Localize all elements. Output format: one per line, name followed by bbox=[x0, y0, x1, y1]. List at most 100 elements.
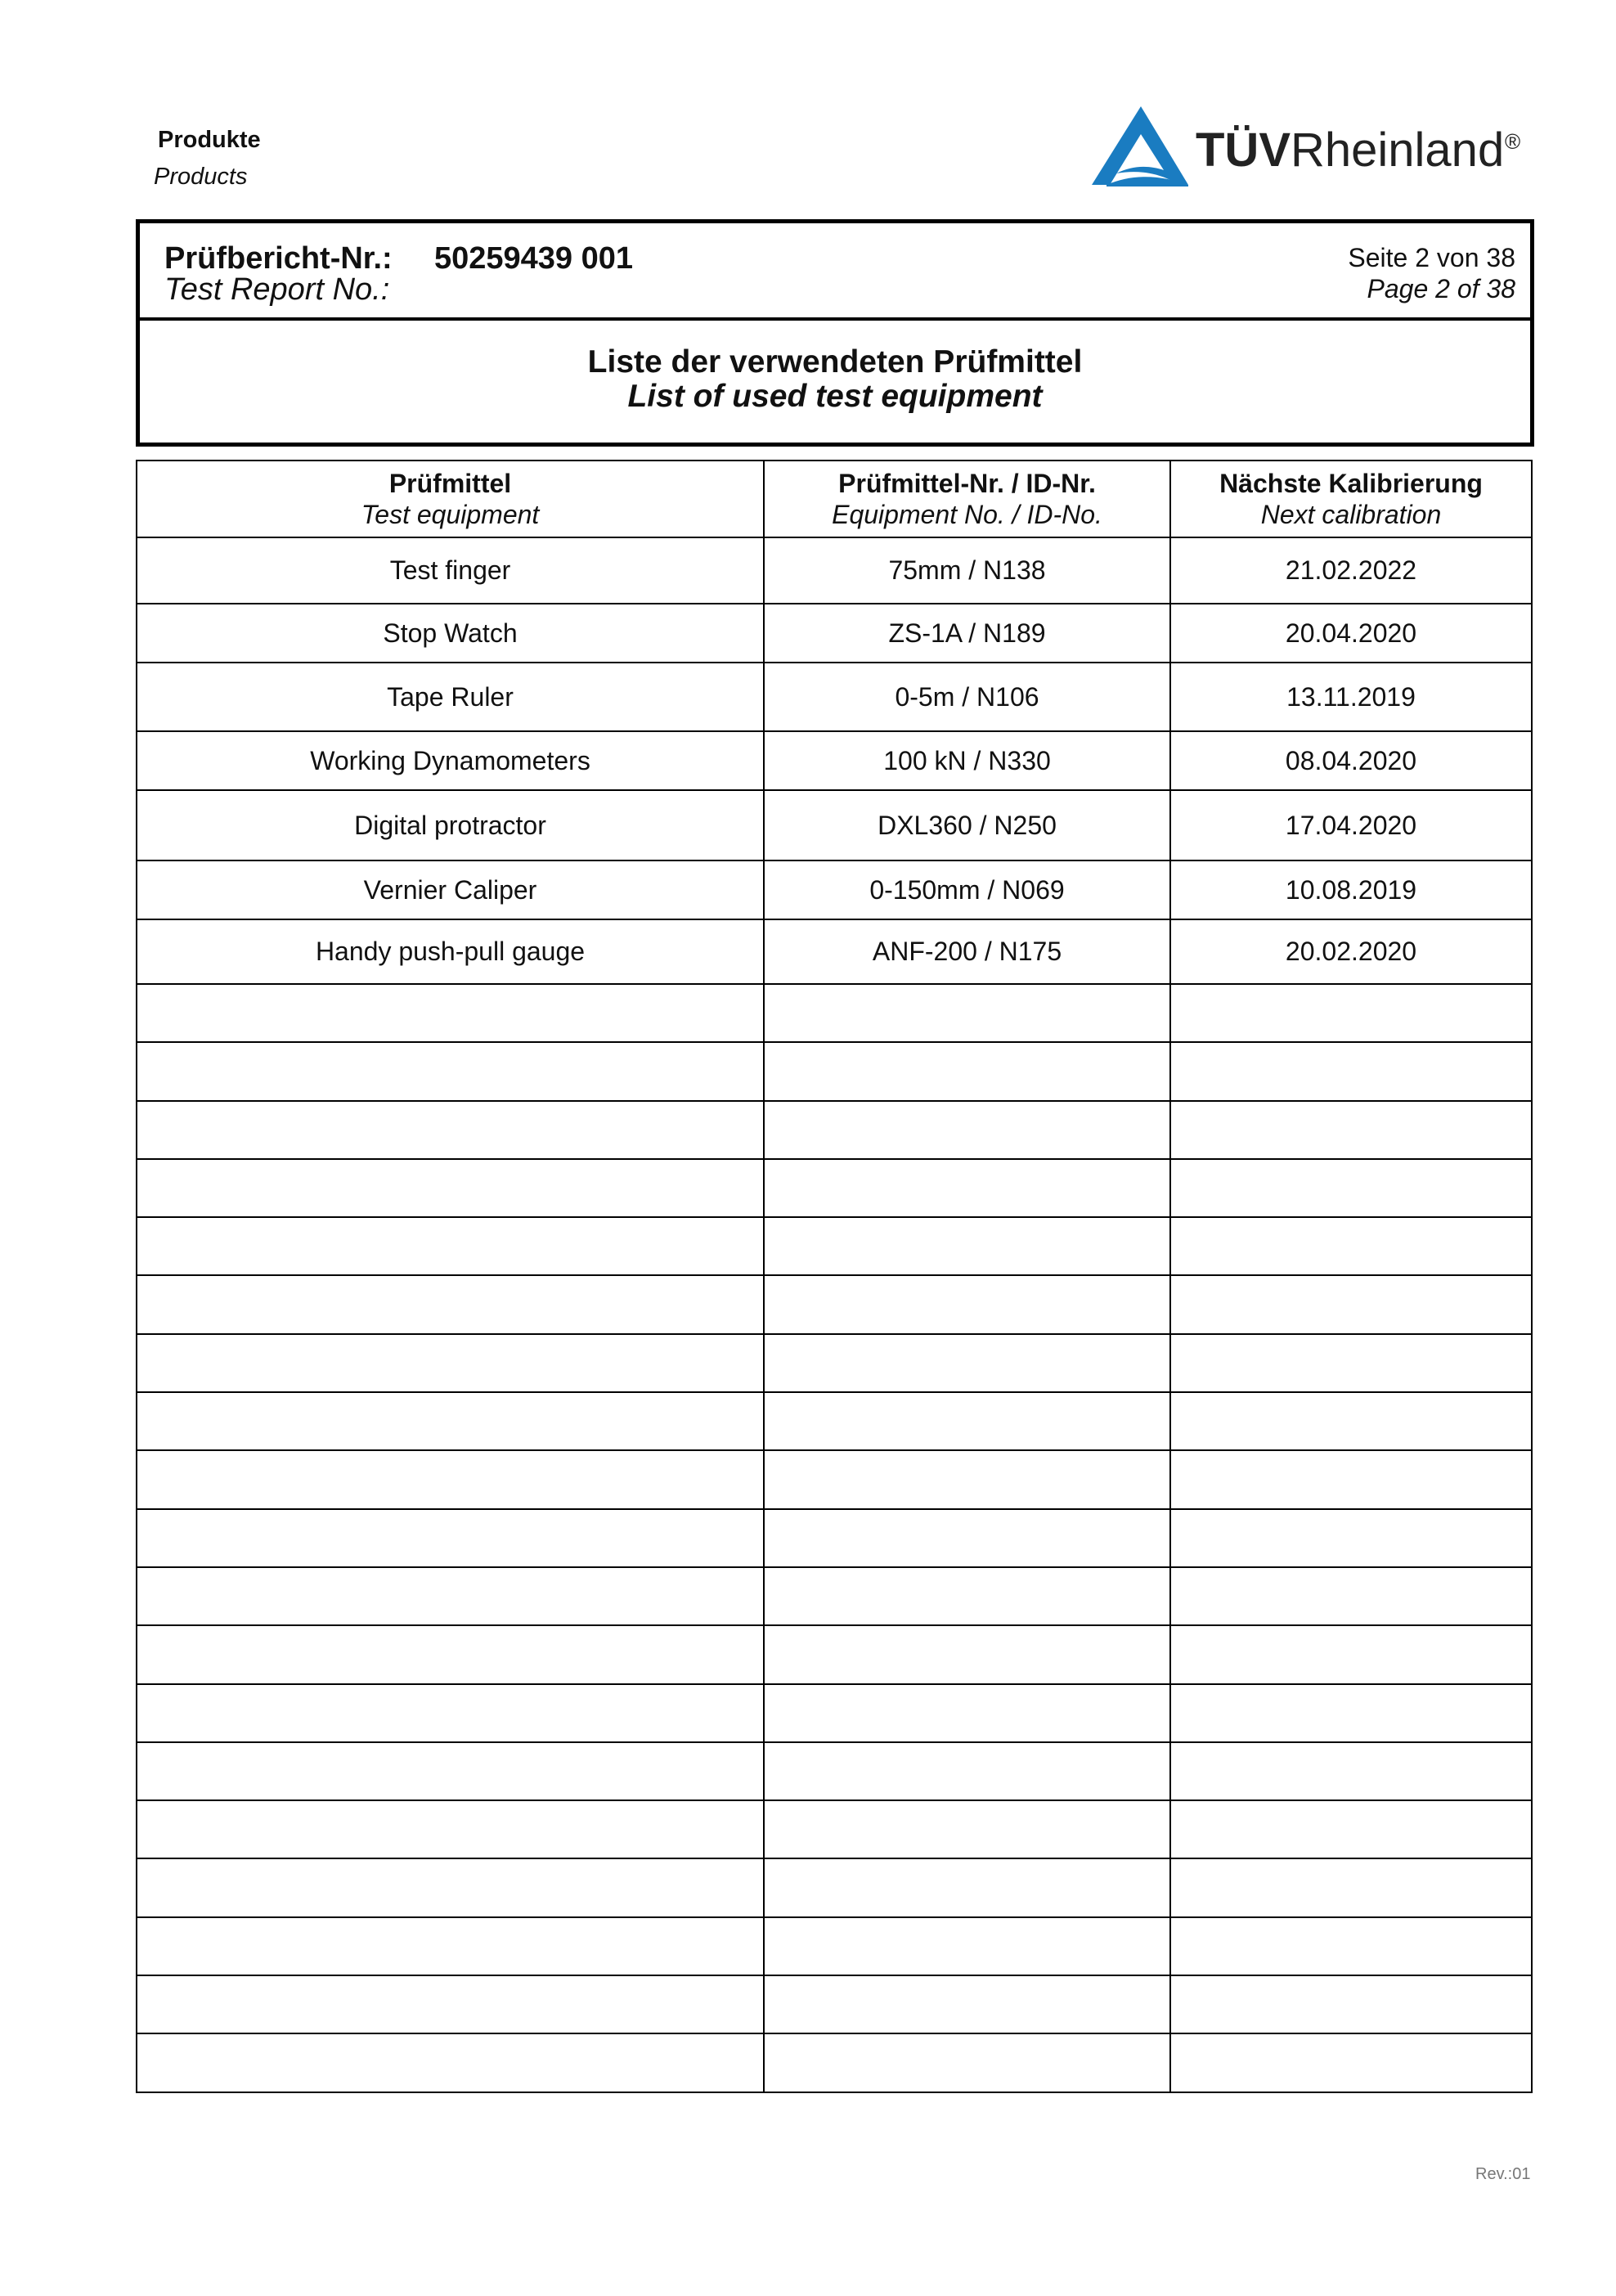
table-cell bbox=[763, 1332, 1171, 1394]
report-label-en: Test Report No.: bbox=[164, 272, 390, 307]
table-cell bbox=[136, 1741, 765, 1802]
empty-table-row bbox=[136, 1274, 1533, 1335]
table-cell: Digital protractor bbox=[136, 789, 765, 861]
table-cell: Working Dynamometers bbox=[136, 730, 765, 791]
revision-label: Rev.:01 bbox=[1475, 2165, 1531, 2183]
empty-table-row bbox=[136, 1391, 1533, 1452]
table-cell bbox=[763, 1975, 1171, 2035]
table-cell bbox=[1169, 1624, 1533, 1685]
table-cell bbox=[1169, 1041, 1533, 1102]
table-cell bbox=[763, 1041, 1171, 1102]
table-cell bbox=[763, 1099, 1171, 1160]
table-cell bbox=[136, 1216, 765, 1277]
table-cell bbox=[1169, 1216, 1533, 1277]
table-cell bbox=[1169, 1449, 1533, 1510]
table-cell bbox=[1169, 1391, 1533, 1452]
divider bbox=[140, 317, 1530, 321]
table-cell bbox=[763, 1449, 1171, 1510]
table-cell bbox=[763, 1274, 1171, 1335]
table-row: Digital protractor DXL360 / N250 17.04.202… bbox=[136, 789, 1533, 861]
table-row: Stop Watch ZS-1A / N189 20.04.2020 bbox=[136, 603, 1533, 663]
table-cell: 20.04.2020 bbox=[1169, 603, 1533, 663]
empty-table-row bbox=[136, 1041, 1533, 1102]
table-cell bbox=[763, 982, 1171, 1044]
empty-table-row bbox=[136, 1216, 1533, 1277]
table-cell bbox=[136, 1800, 765, 1860]
table-cell bbox=[763, 1916, 1171, 1977]
table-row: Test finger 75mm / N138 21.02.2022 bbox=[136, 537, 1533, 604]
empty-table-row bbox=[136, 1916, 1533, 1977]
empty-table-row bbox=[136, 1099, 1533, 1160]
table-cell bbox=[763, 1624, 1171, 1685]
empty-table-row bbox=[136, 1507, 1533, 1568]
table-cell: 0-5m / N106 bbox=[763, 662, 1171, 732]
column-header: Prüfmittel Test equipment bbox=[136, 460, 765, 538]
table-cell bbox=[136, 1157, 765, 1219]
table-cell bbox=[136, 1916, 765, 1977]
empty-table-row bbox=[136, 1858, 1533, 1918]
table-row: Vernier Caliper 0-150mm / N069 10.08.2019 bbox=[136, 860, 1533, 920]
report-header-box: Prüfbericht-Nr.: 50259439 001 Test Repor… bbox=[136, 219, 1534, 447]
equipment-table: Prüfmittel Test equipment Prüfmittel-Nr. … bbox=[136, 460, 1533, 2093]
table-cell bbox=[136, 1566, 765, 1627]
table-cell bbox=[136, 1391, 765, 1452]
table-cell bbox=[1169, 1800, 1533, 1860]
table-cell bbox=[763, 1216, 1171, 1277]
table-cell bbox=[136, 1624, 765, 1685]
column-header: Nächste Kalibrierung Next calibration bbox=[1169, 460, 1533, 538]
logo-wordmark: TÜVRheinland bbox=[1196, 124, 1505, 177]
table-cell bbox=[136, 2033, 765, 2093]
department-de: Produkte bbox=[158, 127, 261, 153]
empty-table-row bbox=[136, 1157, 1533, 1219]
table-cell bbox=[136, 1683, 765, 1743]
table-row: Tape Ruler 0-5m / N106 13.11.2019 bbox=[136, 662, 1533, 732]
table-cell bbox=[1169, 1683, 1533, 1743]
table-cell bbox=[763, 1800, 1171, 1860]
table-cell: 75mm / N138 bbox=[763, 537, 1171, 604]
page-indicator-de: Seite 2 von 38 bbox=[1348, 243, 1515, 272]
empty-table-row bbox=[136, 2033, 1533, 2093]
table-cell: Tape Ruler bbox=[136, 662, 765, 732]
empty-table-row bbox=[136, 1624, 1533, 1685]
table-cell bbox=[1169, 1566, 1533, 1627]
table-cell bbox=[763, 1858, 1171, 1918]
table-cell: 10.08.2019 bbox=[1169, 860, 1533, 920]
table-cell bbox=[763, 1741, 1171, 1802]
table-cell bbox=[763, 1157, 1171, 1219]
tuv-logo-icon bbox=[1092, 106, 1188, 186]
table-cell: Vernier Caliper bbox=[136, 860, 765, 920]
report-number: 50259439 001 bbox=[434, 241, 634, 276]
empty-table-row bbox=[136, 1800, 1533, 1860]
table-cell bbox=[136, 1507, 765, 1568]
table-cell: 0-150mm / N069 bbox=[763, 860, 1171, 920]
table-cell bbox=[1169, 1099, 1533, 1160]
registered-mark: ® bbox=[1505, 129, 1521, 154]
table-cell: 20.02.2020 bbox=[1169, 919, 1533, 985]
empty-table-row bbox=[136, 1975, 1533, 2035]
empty-table-row bbox=[136, 982, 1533, 1044]
table-cell bbox=[1169, 2033, 1533, 2093]
table-cell: 17.04.2020 bbox=[1169, 789, 1533, 861]
department-en: Products bbox=[154, 164, 248, 190]
empty-table-row bbox=[136, 1566, 1533, 1627]
table-cell bbox=[1169, 1507, 1533, 1568]
table-cell bbox=[763, 2033, 1171, 2093]
column-header: Prüfmittel-Nr. / ID-Nr. Equipment No. / I… bbox=[763, 460, 1171, 538]
page-title-de: Liste der verwendeten Prüfmittel bbox=[587, 344, 1083, 380]
table-cell bbox=[1169, 1274, 1533, 1335]
table-cell: Test finger bbox=[136, 537, 765, 604]
table-row: Handy push-pull gauge ANF-200 / N175 20.02… bbox=[136, 919, 1533, 985]
table-cell bbox=[1169, 1858, 1533, 1918]
table-cell bbox=[763, 1566, 1171, 1627]
table-header-row: Prüfmittel Test equipment Prüfmittel-Nr. … bbox=[136, 460, 1533, 538]
empty-table-row bbox=[136, 1449, 1533, 1510]
table-cell: 13.11.2019 bbox=[1169, 662, 1533, 732]
empty-table-row bbox=[136, 1683, 1533, 1743]
table-cell bbox=[136, 1975, 765, 2035]
table-cell bbox=[1169, 1916, 1533, 1977]
table-cell bbox=[136, 1099, 765, 1160]
table-cell bbox=[136, 1041, 765, 1102]
table-cell bbox=[136, 982, 765, 1044]
table-cell bbox=[1169, 982, 1533, 1044]
table-cell bbox=[136, 1332, 765, 1394]
